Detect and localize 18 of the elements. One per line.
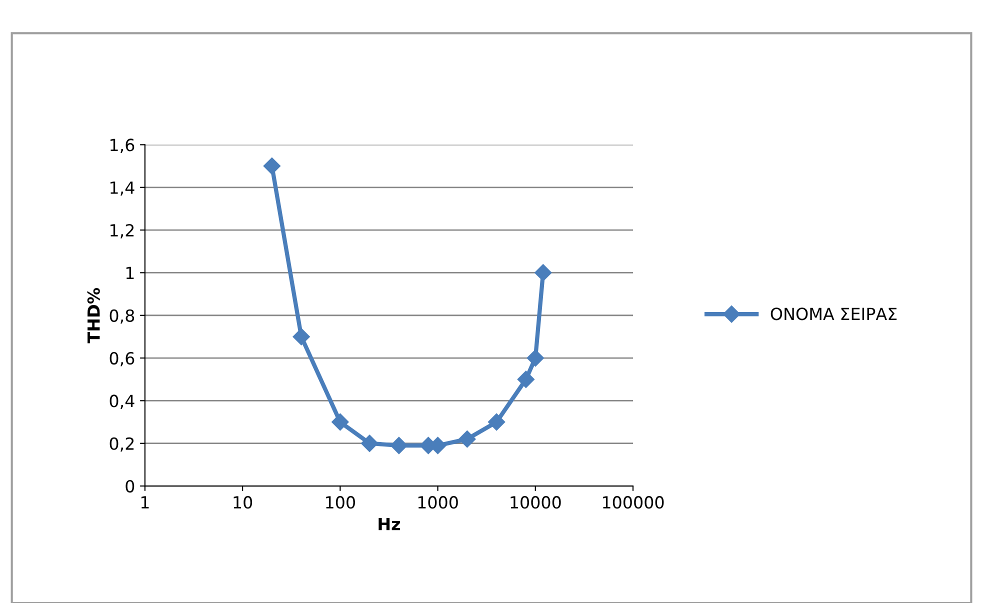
y-axis-title: THD% xyxy=(87,288,100,344)
y-tick-label: 1 xyxy=(126,266,134,280)
x-tick-label: 100 xyxy=(326,496,355,509)
x-tick-label: 1 xyxy=(141,496,149,508)
x-axis-title: Hz xyxy=(378,518,400,530)
x-tick-label: 10000 xyxy=(510,496,561,509)
y-tick-label: 0 xyxy=(126,480,134,493)
x-tick-label: 10 xyxy=(234,496,252,509)
legend-label: ΟΝΟΜΑ ΣΕΙΡΑΣ xyxy=(770,308,897,320)
y-tick-label: 0,8 xyxy=(110,309,134,324)
y-tick-label: 0,6 xyxy=(110,352,134,366)
y-tick-label: 0,2 xyxy=(110,437,134,452)
y-tick-label: 1,6 xyxy=(110,138,134,153)
y-tick-label: 0,4 xyxy=(110,394,134,409)
x-tick-label: 100000 xyxy=(603,496,664,509)
x-tick-label: 1000 xyxy=(418,496,458,509)
y-tick-label: 1,4 xyxy=(110,182,134,196)
y-tick-label: 1,2 xyxy=(110,224,134,238)
